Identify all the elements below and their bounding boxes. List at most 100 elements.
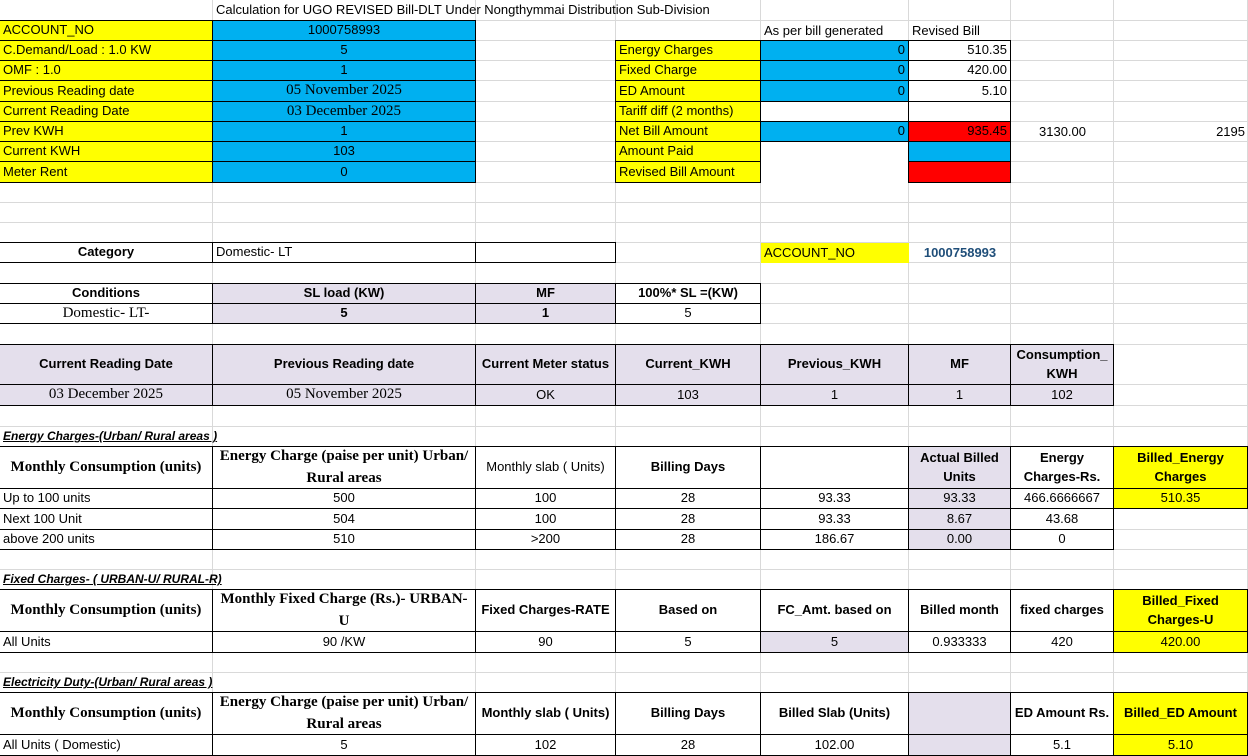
readings-header-consumption[interactable]: Consumption_KWH [1010, 344, 1114, 385]
empty-cell[interactable] [909, 284, 1011, 304]
energy-row-1-label[interactable]: Up to 100 units [0, 488, 213, 509]
label-revised-bill-amount[interactable]: Revised Bill Amount [615, 161, 761, 183]
value-previous-reading-date[interactable]: 05 November 2025 [212, 80, 476, 102]
duty-billed-total[interactable]: 5.10 [1113, 734, 1248, 756]
empty-cell[interactable] [1011, 550, 1114, 570]
empty-cell[interactable] [213, 263, 476, 284]
value-current-kwh[interactable]: 103 [212, 141, 476, 162]
empty-cell[interactable] [476, 653, 616, 673]
empty-cell[interactable] [1114, 324, 1248, 345]
empty-cell[interactable] [761, 183, 909, 203]
generated-revised-bill-amount[interactable] [761, 162, 909, 183]
empty-cell[interactable] [909, 550, 1011, 570]
empty-cell[interactable] [476, 324, 616, 345]
empty-cell[interactable] [616, 203, 761, 223]
energy-row-2-slab[interactable]: 100 [475, 508, 616, 530]
energy-row-2-actual[interactable]: 8.67 [908, 508, 1011, 530]
duty-row-label[interactable]: All Units ( Domestic) [0, 734, 213, 756]
empty-cell[interactable] [1011, 122, 1114, 142]
empty-cell[interactable] [1114, 673, 1248, 693]
fixed-row-billed-month[interactable]: 0.933333 [908, 631, 1011, 653]
label-current-reading-date[interactable]: Current Reading Date [0, 101, 213, 122]
readings-header-previous-kwh[interactable]: Previous_KWH [760, 344, 909, 385]
generated-energy-charges[interactable]: 0 [760, 40, 909, 61]
empty-cell[interactable] [476, 223, 616, 243]
empty-cell[interactable] [761, 653, 909, 673]
energy-row-3-charges[interactable]: 0 [1010, 529, 1114, 550]
energy-header-prorated[interactable] [760, 446, 909, 489]
empty-cell[interactable] [476, 203, 616, 223]
empty-cell[interactable] [1011, 81, 1114, 102]
empty-cell[interactable] [1011, 406, 1114, 427]
label-amount-paid[interactable]: Amount Paid [615, 141, 761, 162]
empty-cell[interactable] [1114, 570, 1248, 590]
mf-value[interactable]: 1 [475, 303, 616, 324]
empty-cell[interactable] [761, 0, 909, 21]
fixed-row-monthly-charge[interactable]: 90 /KW [212, 631, 476, 653]
empty-cell[interactable] [0, 0, 213, 21]
energy-row-1-slab[interactable]: 100 [475, 488, 616, 509]
empty-cell[interactable] [476, 61, 616, 81]
empty-cell[interactable] [1011, 203, 1114, 223]
label-net-bill-amount[interactable]: Net Bill Amount [615, 121, 761, 142]
empty-cell[interactable] [1011, 263, 1114, 284]
empty-cell[interactable] [909, 673, 1011, 693]
empty-cell[interactable] [616, 550, 761, 570]
empty-cell[interactable] [1114, 142, 1248, 162]
empty-cell[interactable] [1114, 406, 1248, 427]
empty-cell[interactable] [761, 203, 909, 223]
readings-consumption[interactable]: 102 [1010, 384, 1114, 406]
readings-mf[interactable]: 1 [908, 384, 1011, 406]
empty-cell[interactable] [616, 21, 761, 41]
duty-header-slab[interactable]: Monthly slab ( Units) [475, 692, 616, 735]
label-previous-reading-date[interactable]: Previous Reading date [0, 80, 213, 102]
revised-ed-amount[interactable]: 5.10 [908, 80, 1011, 102]
empty-cell[interactable] [1114, 102, 1248, 122]
empty-cell[interactable] [616, 406, 761, 427]
energy-row-2-prorated[interactable]: 93.33 [760, 508, 909, 530]
empty-cell[interactable] [909, 0, 1011, 21]
empty-cell[interactable] [909, 324, 1011, 345]
revised-amount-paid[interactable] [908, 141, 1011, 162]
empty-cell[interactable] [1114, 284, 1248, 304]
empty-cell[interactable] [909, 263, 1011, 284]
fixed-header-based-on[interactable]: Based on [615, 589, 761, 632]
empty-cell[interactable] [1011, 142, 1114, 162]
empty-cell[interactable] [909, 427, 1011, 447]
readings-current-date[interactable]: 03 December 2025 [0, 384, 213, 406]
empty-cell[interactable] [1011, 61, 1114, 81]
empty-cell[interactable] [761, 263, 909, 284]
empty-cell[interactable] [1114, 550, 1248, 570]
revised-bill-amount-value[interactable] [908, 161, 1011, 183]
category-empty-cell[interactable] [475, 242, 616, 263]
duty-row-slab[interactable]: 102 [475, 734, 616, 756]
empty-cell[interactable] [213, 406, 476, 427]
empty-cell[interactable] [1114, 243, 1248, 263]
fixed-row-based-on[interactable]: 5 [615, 631, 761, 653]
readings-current-kwh[interactable]: 103 [615, 384, 761, 406]
empty-cell[interactable] [1011, 304, 1114, 324]
revised-net-bill-amount[interactable]: 935.45 [908, 121, 1011, 142]
empty-cell[interactable] [1114, 21, 1248, 41]
energy-header-slab[interactable]: Monthly slab ( Units) [475, 446, 616, 489]
empty-cell[interactable] [0, 263, 213, 284]
empty-cell[interactable] [1011, 102, 1114, 122]
empty-cell[interactable] [1011, 673, 1114, 693]
sl-percent-value[interactable]: 5 [615, 303, 761, 324]
empty-cell[interactable] [909, 203, 1011, 223]
energy-row-3-days[interactable]: 28 [615, 529, 761, 550]
value-prev-kwh[interactable]: 1 [212, 121, 476, 142]
empty-cell[interactable] [909, 653, 1011, 673]
empty-cell[interactable] [761, 550, 909, 570]
revised-fixed-charge[interactable]: 420.00 [908, 60, 1011, 81]
fixed-row-rate[interactable]: 90 [475, 631, 616, 653]
empty-cell[interactable] [476, 81, 616, 102]
readings-meter-status[interactable]: OK [475, 384, 616, 406]
value-account-no[interactable]: 1000758993 [212, 20, 476, 41]
fixed-header-consumption[interactable]: Monthly Consumption (units) [0, 589, 213, 632]
empty-cell[interactable] [1114, 263, 1248, 284]
energy-row-3-prorated[interactable]: 186.67 [760, 529, 909, 550]
label-energy-charges[interactable]: Energy Charges [615, 40, 761, 61]
empty-cell[interactable] [616, 183, 761, 203]
empty-cell[interactable] [1114, 223, 1248, 243]
